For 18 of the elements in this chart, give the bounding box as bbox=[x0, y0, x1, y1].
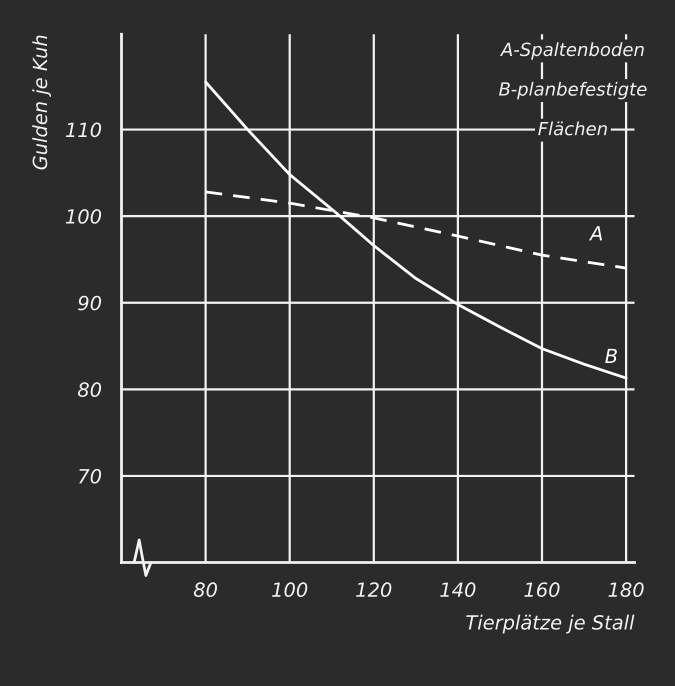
x-tick-label: 180 bbox=[608, 582, 644, 598]
x-tick-label: 160 bbox=[524, 582, 560, 598]
x-tick-label: 120 bbox=[356, 582, 392, 598]
annotation: B-planbefestigte bbox=[499, 82, 647, 100]
y-tick-label: 80 bbox=[78, 382, 102, 397]
series-label: B bbox=[605, 348, 617, 364]
y-axis-title: Gulden je Kuh bbox=[32, 36, 52, 170]
series-label: A bbox=[588, 226, 602, 240]
y-tick-label: 100 bbox=[66, 209, 102, 224]
x-tick-label: 100 bbox=[272, 582, 308, 598]
x-tick-label: 140 bbox=[440, 582, 476, 598]
x-tick-label: 80 bbox=[194, 582, 217, 598]
annotation: A-Spaltenboden bbox=[500, 42, 644, 60]
y-tick-label: 90 bbox=[78, 296, 102, 310]
annotation: Flächen bbox=[538, 121, 607, 136]
y-tick-label: 110 bbox=[66, 122, 102, 138]
y-tick-label: 70 bbox=[79, 468, 102, 484]
x-axis-title: Tierplätze je Stall bbox=[466, 614, 634, 634]
